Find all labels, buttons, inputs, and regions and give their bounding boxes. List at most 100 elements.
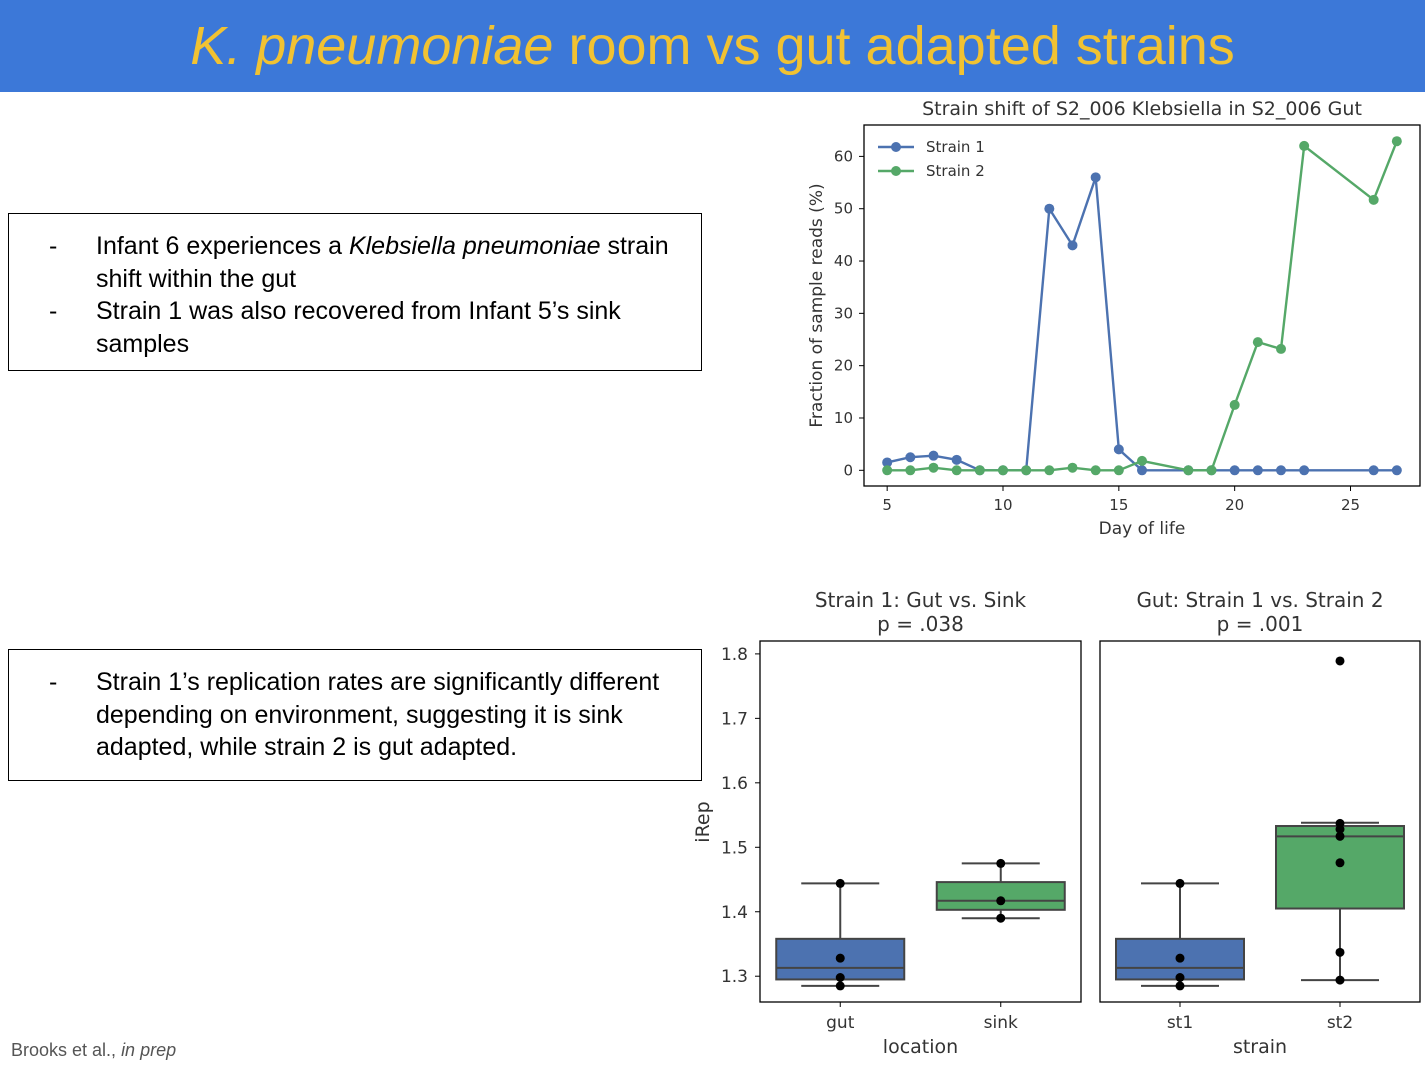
- data-point: [1335, 656, 1345, 666]
- data-point: [1113, 444, 1124, 455]
- legend-label: Strain 2: [926, 162, 985, 180]
- data-point: [996, 913, 1006, 923]
- title-species: K. pneumoniae: [190, 16, 554, 76]
- data-point: [1044, 203, 1055, 214]
- x-axis-label: Day of life: [1099, 519, 1186, 539]
- data-point: [1299, 140, 1310, 151]
- box-gut: [775, 878, 906, 991]
- x-tick-label: st2: [1327, 1013, 1353, 1033]
- data-point: [1391, 136, 1402, 147]
- data-point: [996, 858, 1006, 868]
- data-point: [1252, 465, 1263, 476]
- y-tick-label: 1.6: [721, 774, 748, 794]
- data-point: [1206, 465, 1217, 476]
- data-point: [998, 465, 1008, 476]
- y-tick-label: 0: [843, 461, 853, 479]
- data-point: [928, 450, 939, 461]
- y-tick-label: 1.3: [721, 967, 748, 987]
- x-tick-label: 10: [993, 496, 1012, 514]
- data-point: [835, 973, 845, 983]
- x-tick-label: gut: [826, 1013, 855, 1033]
- data-point: [1113, 465, 1124, 476]
- y-axis-label: iRep: [692, 801, 714, 842]
- data-point: [1175, 953, 1185, 963]
- x-tick-label: 5: [882, 496, 892, 514]
- data-point: [974, 465, 985, 476]
- bullet-item: - Infant 6 experiences a Klebsiella pneu…: [9, 230, 701, 295]
- data-point: [1391, 465, 1402, 476]
- panel-p-value: p = .038: [877, 612, 964, 636]
- x-tick-label: 15: [1109, 496, 1128, 514]
- data-point: [1276, 343, 1286, 354]
- y-axis-label: Fraction of sample reads (%): [807, 183, 827, 427]
- bullet-dash: -: [49, 232, 58, 260]
- data-point: [1067, 462, 1078, 473]
- data-point: [905, 465, 916, 476]
- data-point: [1021, 465, 1032, 476]
- y-tick-label: 30: [834, 304, 853, 322]
- data-point: [1335, 831, 1345, 841]
- title-rest: room vs gut adapted strains: [553, 16, 1235, 76]
- data-point: [1175, 981, 1185, 991]
- legend-marker: [891, 166, 901, 176]
- data-point: [1276, 465, 1286, 476]
- data-point: [1368, 465, 1379, 476]
- data-point: [951, 465, 962, 476]
- x-axis-label: strain: [1233, 1036, 1287, 1058]
- citation-authors: Brooks et al.,: [11, 1040, 122, 1060]
- panel-p-value: p = .001: [1217, 612, 1304, 636]
- bullet-text: Strain 1’s replication rates are signifi…: [96, 668, 660, 761]
- citation: Brooks et al., in prep: [11, 1040, 176, 1061]
- y-tick-label: 20: [834, 357, 853, 375]
- legend-marker: [891, 142, 901, 152]
- data-point: [1090, 465, 1101, 476]
- box-body: [935, 881, 1066, 911]
- data-point: [1183, 465, 1194, 476]
- data-point: [1335, 947, 1345, 957]
- panel-title: Strain 1: Gut vs. Sink: [815, 588, 1027, 612]
- data-point: [1229, 399, 1240, 410]
- citation-status: in prep: [121, 1040, 177, 1060]
- data-point: [835, 953, 845, 963]
- data-point: [951, 454, 962, 465]
- bullet-text-suffix: strain shift within the gut: [96, 232, 669, 293]
- x-tick-label: 20: [1225, 496, 1244, 514]
- data-point: [1175, 973, 1185, 983]
- note-box-strain-shift: - Infant 6 experiences a Klebsiella pneu…: [8, 213, 702, 371]
- bullet-item: - Strain 1’s replication rates are signi…: [9, 666, 701, 764]
- data-point: [882, 465, 893, 476]
- x-tick-label: st1: [1167, 1013, 1193, 1033]
- data-point: [928, 462, 939, 473]
- data-point: [835, 878, 845, 888]
- y-tick-label: 10: [834, 409, 853, 427]
- x-axis-label: location: [883, 1036, 958, 1058]
- box-st1: [1115, 878, 1245, 991]
- data-point: [1175, 878, 1185, 888]
- data-point: [1067, 240, 1078, 251]
- x-tick-label: 25: [1341, 496, 1360, 514]
- y-tick-label: 40: [834, 252, 853, 270]
- title-banner: [0, 0, 1425, 92]
- data-point: [1044, 465, 1055, 476]
- bullet-species: Klebsiella pneumoniae: [348, 232, 601, 260]
- bullet-dash: -: [49, 668, 58, 696]
- box-sink: [935, 858, 1066, 923]
- panel-title: Gut: Strain 1 vs. Strain 2: [1136, 588, 1383, 612]
- note-box-replication: - Strain 1’s replication rates are signi…: [8, 649, 702, 781]
- y-tick-label: 1.7: [721, 709, 748, 729]
- slide-title: K. pneumoniae room vs gut adapted strain…: [0, 0, 1425, 92]
- box-body: [1115, 937, 1245, 981]
- chart-title: Strain shift of S2_006 Klebsiella in S2_…: [922, 98, 1362, 120]
- data-point: [1335, 975, 1345, 985]
- data-point: [1335, 858, 1345, 868]
- data-point: [1368, 194, 1379, 205]
- bullet-text: Strain 1 was also recovered from Infant …: [96, 297, 621, 358]
- data-point: [1137, 455, 1147, 466]
- data-point: [1090, 172, 1101, 183]
- data-point: [1137, 465, 1147, 476]
- y-tick-label: 1.8: [721, 645, 748, 665]
- series-2: [882, 136, 1402, 476]
- data-point: [1252, 337, 1263, 348]
